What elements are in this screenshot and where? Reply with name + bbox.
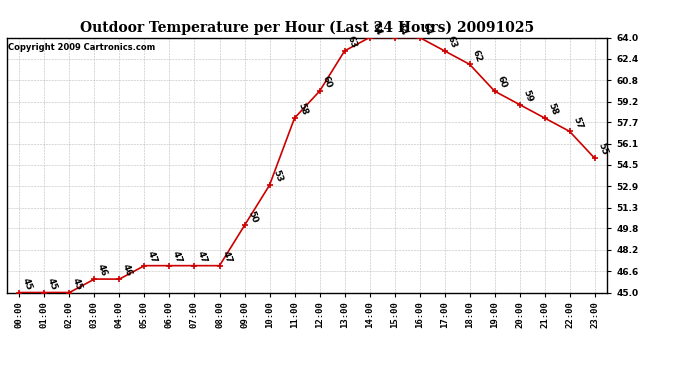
Text: 47: 47 xyxy=(146,249,159,264)
Text: 45: 45 xyxy=(71,276,83,291)
Text: 63: 63 xyxy=(446,35,459,50)
Text: 60: 60 xyxy=(496,75,509,90)
Text: 47: 47 xyxy=(221,249,234,264)
Text: 55: 55 xyxy=(596,142,609,157)
Text: 47: 47 xyxy=(196,249,208,264)
Text: 57: 57 xyxy=(571,115,584,130)
Text: 63: 63 xyxy=(346,35,359,50)
Text: 59: 59 xyxy=(521,88,534,103)
Text: 46: 46 xyxy=(96,263,108,278)
Text: 58: 58 xyxy=(546,102,559,117)
Text: 47: 47 xyxy=(171,249,184,264)
Text: 60: 60 xyxy=(321,75,334,90)
Text: 64: 64 xyxy=(421,21,434,36)
Text: 64: 64 xyxy=(371,21,384,36)
Text: 46: 46 xyxy=(121,263,134,278)
Title: Outdoor Temperature per Hour (Last 24 Hours) 20091025: Outdoor Temperature per Hour (Last 24 Ho… xyxy=(80,21,534,35)
Text: 58: 58 xyxy=(296,102,308,117)
Text: 62: 62 xyxy=(471,48,484,63)
Text: 53: 53 xyxy=(271,169,284,184)
Text: 64: 64 xyxy=(396,21,408,36)
Text: 45: 45 xyxy=(21,276,34,291)
Text: 45: 45 xyxy=(46,276,59,291)
Text: 50: 50 xyxy=(246,209,259,224)
Text: Copyright 2009 Cartronics.com: Copyright 2009 Cartronics.com xyxy=(8,43,155,52)
